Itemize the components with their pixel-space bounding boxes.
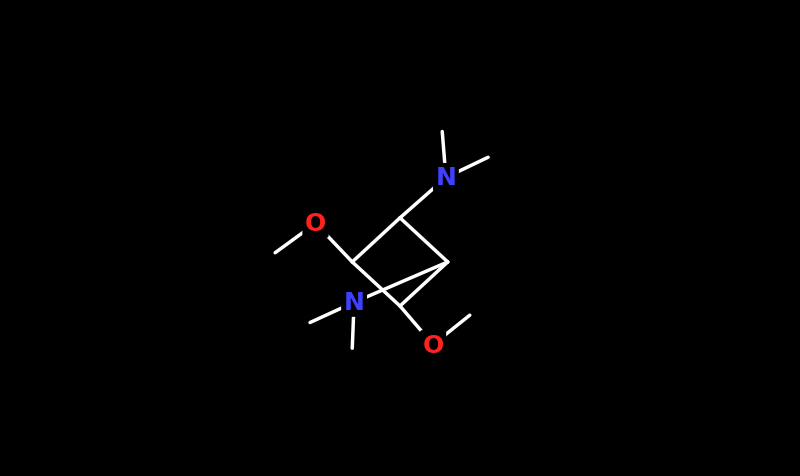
Text: O: O [305, 212, 326, 236]
Text: O: O [422, 333, 444, 357]
Text: N: N [344, 291, 365, 315]
Text: N: N [435, 166, 456, 190]
